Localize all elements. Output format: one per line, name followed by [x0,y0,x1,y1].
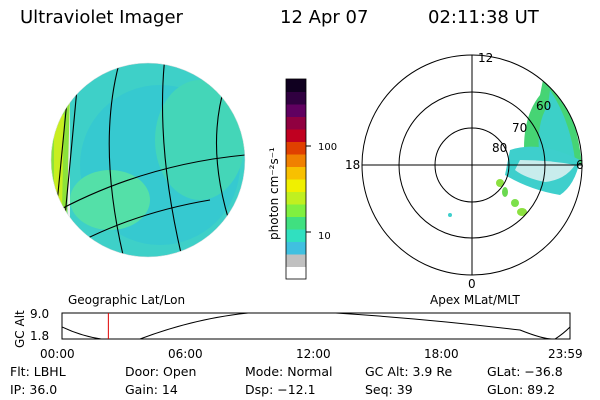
lat-label-60: 60 [536,99,551,113]
mlt-label-18: 18 [345,158,360,172]
colorbar-frame [285,78,307,280]
colorbar-segment [286,204,306,217]
date-label: 12 Apr 07 [280,7,369,28]
status-ip: IP: 36.0 [10,382,58,397]
colorbar-segment [286,166,306,180]
instrument-title: Ultraviolet Imager [20,7,183,28]
colorbar-segment [286,191,306,205]
globe-view-label: Geographic Lat/Lon [68,293,186,307]
colorbar-segment [286,241,306,255]
mlt-label-6: 6 [576,158,584,172]
colorbar-segment [286,179,306,192]
timeline-xtick-4: 23:59 [548,347,583,361]
status-dsp: Dsp: −12.1 [245,382,316,397]
timeline-xtick-3: 18:00 [424,347,459,361]
colorbar-segment [286,79,306,92]
colorbar-tick-10: 10 [318,231,331,242]
mlt-label-12: 12 [478,51,493,65]
status-gain: Gain: 14 [125,382,178,397]
status-seq: Seq: 39 [365,382,413,397]
timeline-plot [61,312,571,340]
colorbar-segment [286,229,306,242]
polar-plot [361,54,583,276]
polar-plot-label: Apex MLat/MLT [430,293,520,307]
timeline-ytick-1-8: 1.8 [30,329,49,343]
time-label: 02:11:38 UT [428,7,539,28]
lat-label-80: 80 [492,141,507,155]
colorbar-segment [286,254,306,267]
status-filter: Flt: LBHL [10,364,66,379]
timeline-xtick-2: 12:00 [296,347,331,361]
colorbar-tick-100: 100 [318,142,337,153]
colorbar-segment [286,216,306,230]
globe-image [50,62,246,258]
status-door: Door: Open [125,364,197,379]
colorbar-segment [286,116,306,130]
status-mode: Mode: Normal [245,364,333,379]
status-gc-alt: GC Alt: 3.9 Re [365,364,453,379]
lat-label-70: 70 [512,121,527,135]
status-glon: GLon: 89.2 [487,382,556,397]
colorbar-segment [286,104,306,117]
status-glat: GLat: −36.8 [487,364,563,379]
mlt-label-0: 0 [468,277,476,291]
colorbar-segment [286,266,306,280]
colorbar-segment [286,129,306,142]
timeline-xtick-0: 00:00 [40,347,75,361]
timeline-ylabel: GC Alt [13,310,27,348]
colorbar-segment [286,141,306,155]
colorbar-segment [286,154,306,167]
colorbar [285,78,311,280]
colorbar-segment [286,91,306,105]
timeline-ytick-9: 9.0 [30,307,49,321]
colorbar-label: photon cm⁻²s⁻¹ [267,147,281,240]
timeline-xtick-1: 06:00 [168,347,203,361]
